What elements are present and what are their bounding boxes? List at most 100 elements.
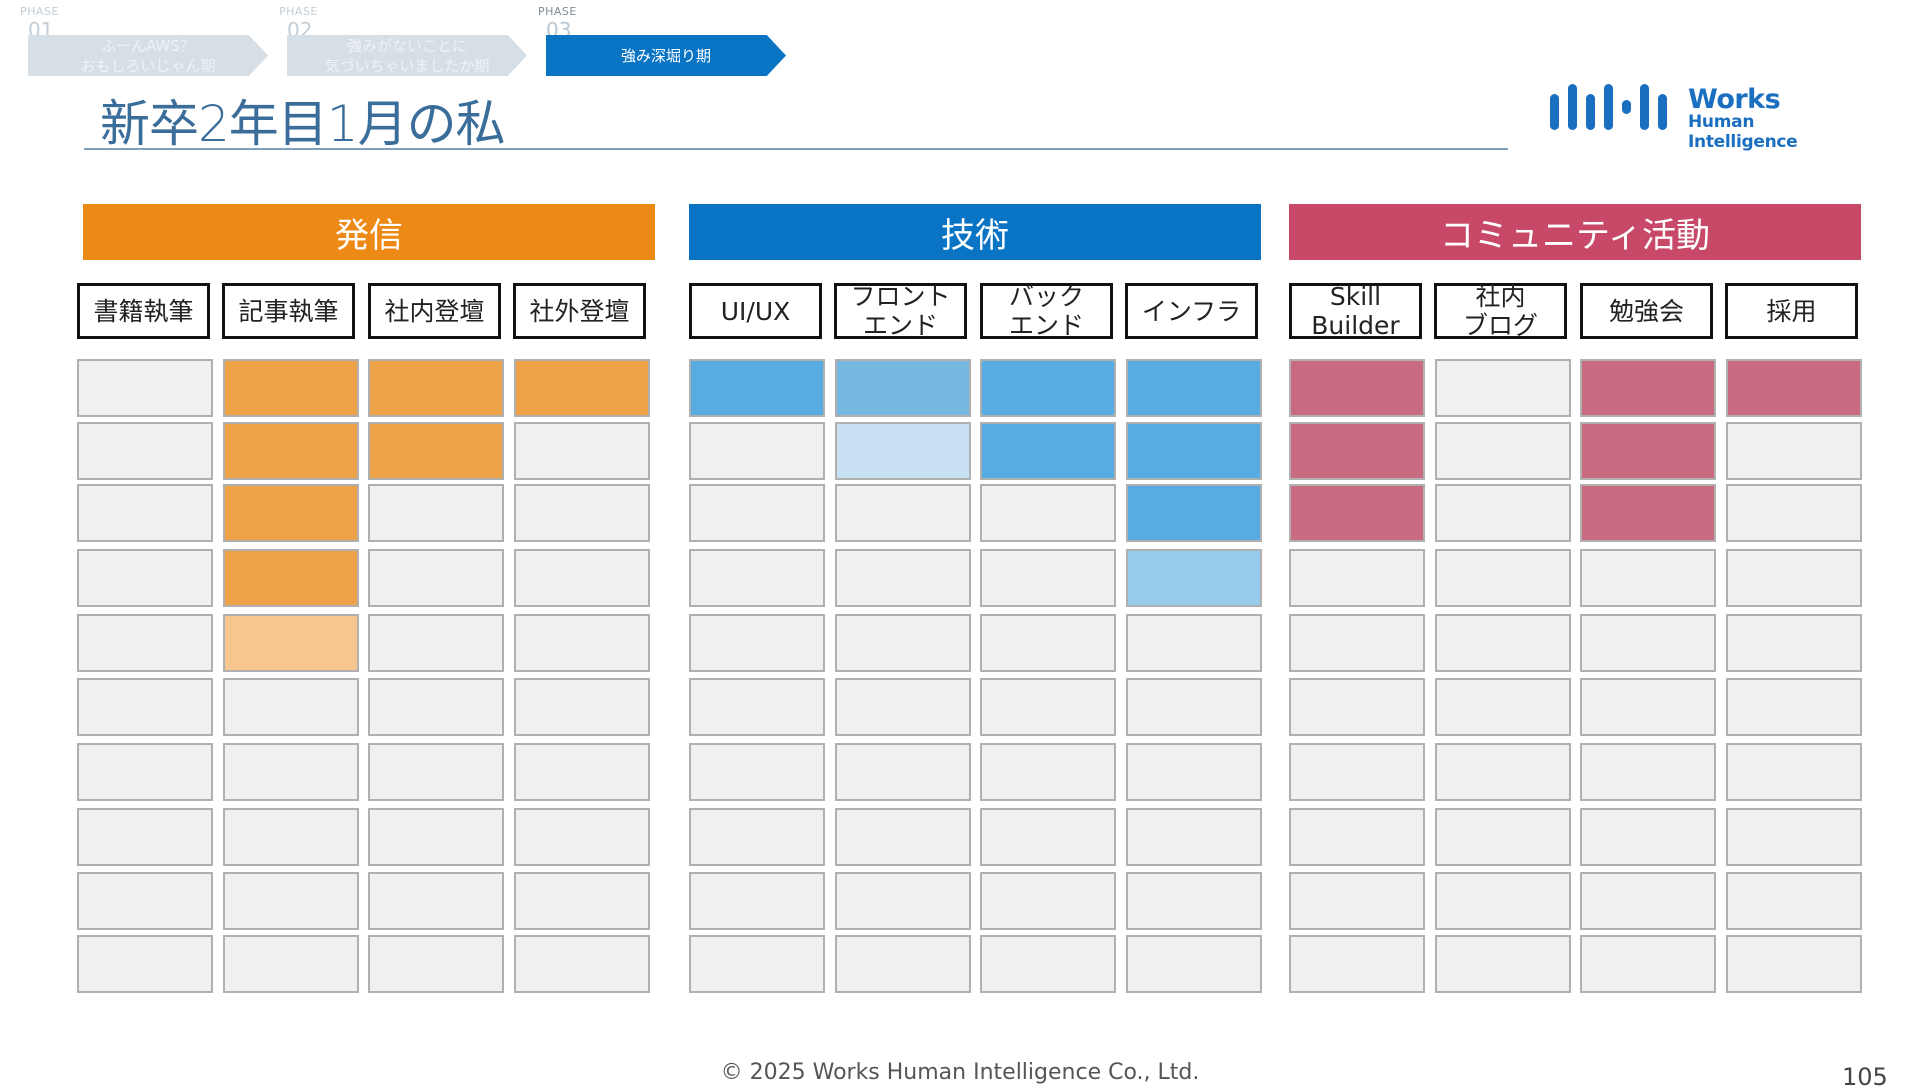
phase-label: 強み深堀り期 bbox=[546, 35, 786, 76]
grid-cell bbox=[834, 614, 971, 672]
grid-cell bbox=[222, 422, 359, 480]
grid-cell bbox=[1725, 484, 1862, 542]
grid-cell bbox=[368, 359, 504, 417]
grid-cell bbox=[834, 935, 971, 993]
grid-cell bbox=[1725, 743, 1862, 801]
grid-cell bbox=[513, 808, 650, 866]
column-header: 採用 bbox=[1725, 283, 1858, 339]
grid-cell bbox=[1580, 678, 1716, 736]
column-header: 勉強会 bbox=[1580, 283, 1713, 339]
grid-cell bbox=[1434, 359, 1571, 417]
grid-cell bbox=[1725, 359, 1862, 417]
column-header: インフラ bbox=[1125, 283, 1258, 339]
grid-cell bbox=[834, 743, 971, 801]
grid-cell bbox=[1289, 872, 1425, 930]
grid-cell bbox=[689, 872, 825, 930]
grid-cell bbox=[1289, 808, 1425, 866]
grid-cell bbox=[980, 678, 1116, 736]
grid-cell bbox=[1580, 808, 1716, 866]
grid-cell bbox=[834, 484, 971, 542]
grid-cell bbox=[689, 422, 825, 480]
grid-cell bbox=[77, 743, 213, 801]
grid-cell bbox=[1434, 422, 1571, 480]
grid-cell bbox=[1289, 935, 1425, 993]
grid-cell bbox=[1289, 359, 1425, 417]
grid-cell bbox=[1125, 743, 1262, 801]
phase-02: PHASE 02 強みがないことに 気づいちゃいましたか期 bbox=[279, 5, 527, 77]
grid-cell bbox=[1125, 935, 1262, 993]
grid-cell bbox=[689, 484, 825, 542]
grid-cell bbox=[689, 359, 825, 417]
grid-cell bbox=[1580, 743, 1716, 801]
grid-cell bbox=[834, 359, 971, 417]
grid-cell bbox=[1125, 484, 1262, 542]
grid-cell bbox=[1580, 359, 1716, 417]
column-header: Skill Builder bbox=[1289, 282, 1422, 340]
grid-cell bbox=[222, 808, 359, 866]
grid-cell bbox=[1580, 484, 1716, 542]
grid-cell bbox=[513, 614, 650, 672]
grid-cell bbox=[689, 614, 825, 672]
grid-cell bbox=[980, 614, 1116, 672]
grid-cell bbox=[1725, 808, 1862, 866]
phase-label: ふーんAWS？ おもしろいじゃん期 bbox=[28, 35, 268, 76]
category-community: コミュニティ活動 bbox=[1289, 204, 1861, 260]
grid-cell bbox=[1289, 743, 1425, 801]
grid-cell bbox=[1580, 872, 1716, 930]
grid-cell bbox=[77, 549, 213, 607]
grid-cell bbox=[513, 484, 650, 542]
grid-cell bbox=[1725, 549, 1862, 607]
grid-cell bbox=[980, 808, 1116, 866]
grid-cell bbox=[1580, 549, 1716, 607]
grid-cell bbox=[513, 935, 650, 993]
grid-cell bbox=[1434, 484, 1571, 542]
grid-cell bbox=[513, 872, 650, 930]
grid-cell bbox=[1125, 359, 1262, 417]
grid-cell bbox=[980, 935, 1116, 993]
grid-cell bbox=[1725, 872, 1862, 930]
grid-cell bbox=[222, 743, 359, 801]
logo-subtitle: Human Intelligence bbox=[1688, 112, 1798, 152]
phase-tag: PHASE bbox=[538, 5, 577, 18]
grid-cell bbox=[77, 484, 213, 542]
column-header: フロント エンド bbox=[834, 282, 967, 340]
title-underline bbox=[84, 148, 1508, 150]
grid-cell bbox=[689, 678, 825, 736]
phase-label: 強みがないことに 気づいちゃいましたか期 bbox=[287, 35, 527, 76]
grid-cell bbox=[1125, 808, 1262, 866]
grid-cell bbox=[1434, 935, 1571, 993]
grid-cell bbox=[834, 549, 971, 607]
page-title: 新卒2年目1月の私 bbox=[100, 95, 506, 153]
grid-cell bbox=[1725, 422, 1862, 480]
grid-cell bbox=[1125, 422, 1262, 480]
phase-03: PHASE 03 強み深堀り期 bbox=[538, 5, 786, 77]
page-number: 105 bbox=[1842, 1063, 1888, 1091]
phase-tag: PHASE bbox=[20, 5, 59, 18]
grid-cell bbox=[368, 549, 504, 607]
grid-cell bbox=[980, 422, 1116, 480]
grid-cell bbox=[1434, 614, 1571, 672]
company-logo: Works Human Intelligence bbox=[1548, 82, 1862, 152]
grid-cell bbox=[77, 422, 213, 480]
category-gijutsu: 技術 bbox=[689, 204, 1261, 260]
grid-cell bbox=[368, 808, 504, 866]
column-header: バック エンド bbox=[980, 282, 1113, 340]
column-header: 書籍執筆 bbox=[77, 283, 210, 339]
grid-cell bbox=[980, 743, 1116, 801]
grid-cell bbox=[834, 872, 971, 930]
grid-cell bbox=[368, 678, 504, 736]
column-header: 記事執筆 bbox=[222, 283, 355, 339]
grid-cell bbox=[1289, 484, 1425, 542]
grid-cell bbox=[368, 743, 504, 801]
grid-cell bbox=[1725, 935, 1862, 993]
grid-cell bbox=[1434, 743, 1571, 801]
grid-cell bbox=[689, 935, 825, 993]
grid-cell bbox=[1580, 422, 1716, 480]
grid-cell bbox=[368, 484, 504, 542]
grid-cell bbox=[834, 422, 971, 480]
grid-cell bbox=[222, 484, 359, 542]
grid-cell bbox=[222, 549, 359, 607]
grid-cell bbox=[77, 359, 213, 417]
grid-cell bbox=[77, 678, 213, 736]
grid-cell bbox=[1580, 935, 1716, 993]
